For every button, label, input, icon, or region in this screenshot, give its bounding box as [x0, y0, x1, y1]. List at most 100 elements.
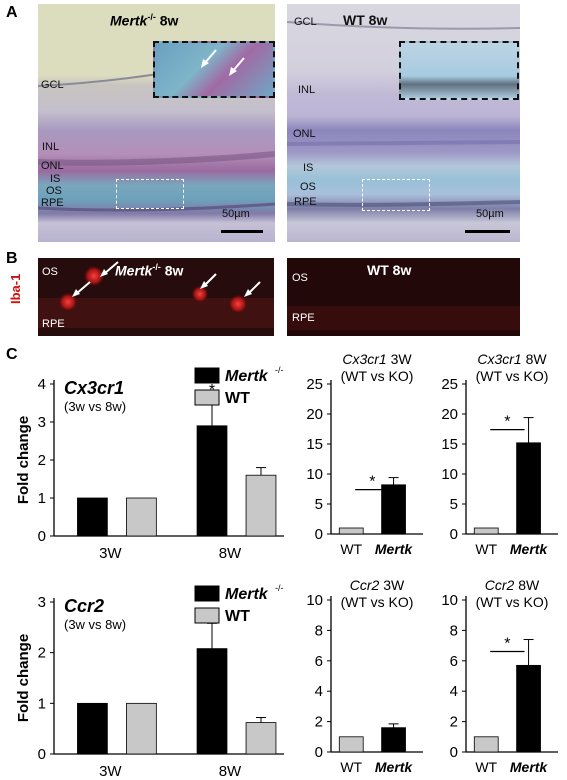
layer-label-inl: INL: [298, 84, 316, 96]
y-axis-label: Fold change: [15, 416, 32, 504]
chart-title: Ccr2: [64, 596, 104, 616]
x-category-label: 8W: [219, 763, 242, 780]
bar-wt: [338, 736, 364, 753]
x-category-label: WT: [340, 541, 362, 557]
chart-title: Ccr2 3W: [350, 577, 405, 593]
x-category-label: Mertk: [375, 541, 414, 557]
y-tick-label: 2: [38, 452, 46, 469]
layer-label-rpe: RPE: [294, 196, 317, 208]
bar-mertk-3w: [77, 497, 108, 537]
iba1-mertk-image: [38, 258, 274, 336]
y-tick-label: 4: [315, 683, 323, 700]
y-tick-label: 10: [306, 466, 323, 483]
y-tick-label: 5: [450, 496, 458, 513]
inset-zoom-box: [153, 41, 275, 98]
y-tick-label: 25: [441, 376, 458, 393]
panel-letter-b: B: [6, 250, 18, 267]
x-category-label: Mertk: [510, 759, 549, 775]
iba1-wt-image: [287, 258, 520, 336]
bar-wt-3w: [126, 497, 157, 537]
x-category-label: WT: [475, 759, 497, 775]
histology-mertk-image: [38, 4, 275, 242]
chart-title: Cx3cr1 8W: [477, 351, 547, 367]
bar-mertk-3w: [77, 702, 108, 755]
bar-mertk-8w: [196, 425, 228, 537]
bar-mertk: [516, 442, 541, 535]
chart-subtitle: (WT vs KO): [476, 368, 549, 384]
chart-cx3cr1-3w-wt-vs-ko: 0 5 10 15 20 25 WT Mertk Cx3cr1 3W(WT vs KO) *: [306, 351, 423, 557]
layer-label-inl: INL: [42, 141, 60, 153]
layer-label-os: OS: [300, 181, 316, 193]
y-tick-label: 0: [450, 744, 458, 761]
chart-title: Cx3cr1: [64, 378, 124, 398]
bar-wt: [338, 527, 364, 535]
y-tick-label: 2: [38, 645, 46, 662]
y-tick-label: 20: [441, 406, 458, 423]
significance-marker: *: [504, 636, 510, 653]
x-category-label: Mertk: [375, 759, 414, 775]
iba1-layer-rpe: RPE: [42, 318, 65, 330]
y-tick-label: 6: [315, 653, 323, 670]
iba1-layer-os: OS: [42, 266, 58, 278]
iba1-signal: [287, 306, 520, 330]
y-tick-label: 2: [450, 714, 458, 731]
legend-label-mertk: Mertk: [225, 368, 269, 385]
y-tick-label: 0: [315, 744, 323, 761]
chart-subtitle: (WT vs KO): [341, 368, 414, 384]
y-tick-label: 1: [38, 695, 46, 712]
layer-label-rpe: RPE: [41, 197, 64, 209]
y-tick-label: 15: [306, 436, 323, 453]
legend-label-wt: WT: [225, 608, 250, 625]
legend-label-wt: WT: [225, 390, 250, 407]
layer-label-onl: ONL: [41, 160, 64, 172]
x-category-label: 3W: [99, 545, 122, 562]
y-tick-label: 25: [306, 376, 323, 393]
y-tick-label: 15: [441, 436, 458, 453]
legend-swatch-wt: [194, 389, 220, 406]
y-tick-label: 0: [450, 526, 458, 543]
layer-label-gcl: GCL: [41, 79, 64, 91]
chart-title: Ccr2 8W: [485, 577, 540, 593]
iba1-signal: [38, 261, 274, 328]
bar-mertk-8w: [196, 648, 228, 755]
chart-ccr2-3w-wt-vs-ko: 0 2 4 6 8 10 WT Mertk Ccr2 3W(WT vs KO): [306, 577, 423, 775]
iba1-layer-rpe: RPE: [292, 312, 315, 324]
legend-swatch-mertk: [194, 585, 220, 602]
iba1-stain-label: Iba-1: [8, 273, 23, 304]
iba1-layer-os: OS: [292, 272, 308, 284]
y-tick-label: 10: [441, 466, 458, 483]
y-tick-label: 4: [38, 376, 46, 393]
iba1-wt-title: WT 8w: [367, 262, 412, 278]
y-tick-label: 3: [38, 594, 46, 611]
legend-label-sup: -/-: [275, 365, 284, 375]
chart-subtitle: (3w vs 8w): [64, 399, 126, 414]
legend-swatch-mertk: [194, 367, 220, 384]
legend-swatch-wt: [194, 607, 220, 624]
histology-wt-title: WT 8w: [343, 12, 388, 28]
significance-marker: *: [369, 474, 375, 491]
layer-label-is: IS: [50, 173, 61, 185]
chart-title: Cx3cr1 3W: [342, 351, 412, 367]
bar-mertk: [381, 484, 406, 535]
bar-wt-8w: [245, 722, 277, 755]
x-category-label: 8W: [219, 545, 242, 562]
layer-label-os: OS: [46, 185, 62, 197]
y-tick-label: 5: [315, 496, 323, 513]
layer-label-is: IS: [303, 162, 314, 174]
bar-mertk: [381, 727, 406, 753]
y-tick-label: 0: [38, 746, 46, 763]
y-tick-label: 0: [315, 526, 323, 543]
histology-mertk-title: Mertk-/- 8w: [110, 12, 179, 29]
panel-letter-c: C: [6, 346, 18, 363]
scale-bar: [221, 230, 263, 233]
retina-layer-texture: [287, 21, 520, 207]
iba1-mertk-title: Mertk-/- 8w: [115, 262, 184, 279]
y-tick-label: 1: [38, 490, 46, 507]
chart-ccr2-8w-wt-vs-ko: 0 2 4 6 8 10 WT Mertk Ccr2 8W(WT vs KO) *: [441, 577, 558, 775]
scale-bar-label: 50µm: [222, 208, 250, 220]
significance-marker: *: [504, 414, 510, 431]
bar-wt-8w: [245, 474, 277, 537]
chart-subtitle: (3w vs 8w): [64, 617, 126, 632]
